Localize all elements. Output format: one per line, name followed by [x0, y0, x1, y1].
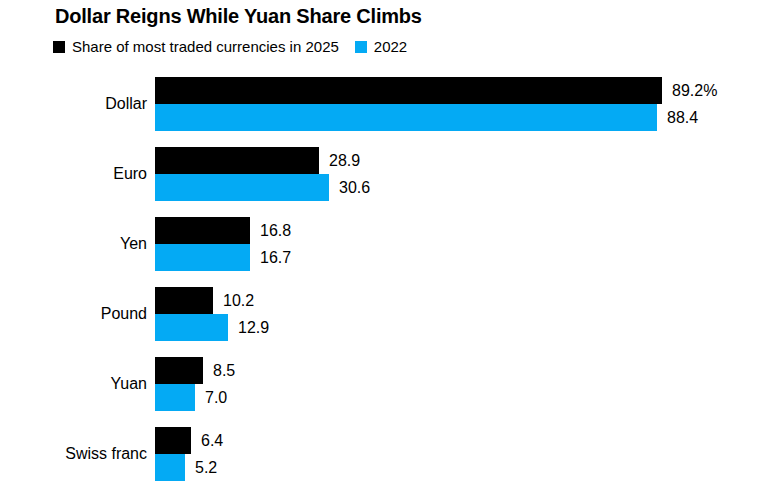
bar-pair: 89.2% 88.4 [155, 77, 773, 131]
bar-2022 [155, 174, 329, 201]
bar-group: Yen 16.8 16.7 [0, 217, 773, 271]
bar-pair: 16.8 16.7 [155, 217, 773, 271]
value-label: 89.2% [672, 82, 717, 100]
bar-2022 [155, 454, 185, 481]
category-label: Yen [0, 217, 147, 271]
bar-row: 28.9 [155, 147, 773, 174]
bar-chart: Dollar Reigns While Yuan Share Climbs Sh… [0, 0, 773, 496]
value-label: 12.9 [238, 319, 269, 337]
bar-row: 5.2 [155, 454, 773, 481]
value-label: 16.8 [260, 222, 291, 240]
legend: Share of most traded currencies in 2025 … [53, 38, 407, 55]
value-label: 16.7 [260, 249, 291, 267]
legend-label-2025: Share of most traded currencies in 2025 [72, 38, 339, 55]
category-label: Swiss franc [0, 427, 147, 481]
bar-pair: 6.4 5.2 [155, 427, 773, 481]
category-label: Yuan [0, 357, 147, 411]
bar-2025 [155, 147, 319, 174]
value-label: 10.2 [223, 292, 254, 310]
bar-2025 [155, 287, 213, 314]
value-label: 5.2 [195, 459, 217, 477]
chart-title: Dollar Reigns While Yuan Share Climbs [55, 5, 422, 28]
bar-2022 [155, 384, 195, 411]
value-label: 28.9 [329, 152, 360, 170]
bar-2022 [155, 244, 250, 271]
bar-row: 12.9 [155, 314, 773, 341]
bar-2022 [155, 314, 228, 341]
bar-row: 7.0 [155, 384, 773, 411]
bar-row: 30.6 [155, 174, 773, 201]
bar-row: 89.2% [155, 77, 773, 104]
legend-item-2022: 2022 [355, 38, 407, 55]
bar-pair: 28.9 30.6 [155, 147, 773, 201]
bar-group: Euro 28.9 30.6 [0, 147, 773, 201]
category-label: Pound [0, 287, 147, 341]
bar-2025 [155, 77, 662, 104]
bar-row: 88.4 [155, 104, 773, 131]
value-label: 88.4 [667, 109, 698, 127]
value-label: 8.5 [213, 362, 235, 380]
plot-area: Dollar 89.2% 88.4 Euro 28.9 30.6 Yen 16.8 16.7 Po… [0, 77, 773, 496]
bar-2025 [155, 427, 191, 454]
bar-2025 [155, 217, 250, 244]
bar-row: 16.8 [155, 217, 773, 244]
bar-group: Pound 10.2 12.9 [0, 287, 773, 341]
bar-group: Dollar 89.2% 88.4 [0, 77, 773, 131]
bar-group: Swiss franc 6.4 5.2 [0, 427, 773, 481]
legend-swatch-2025-icon [53, 41, 65, 53]
value-label: 6.4 [201, 432, 223, 450]
value-label: 7.0 [205, 389, 227, 407]
bar-row: 10.2 [155, 287, 773, 314]
bar-2025 [155, 357, 203, 384]
legend-swatch-2022-icon [355, 41, 367, 53]
bar-row: 16.7 [155, 244, 773, 271]
bar-pair: 10.2 12.9 [155, 287, 773, 341]
value-label: 30.6 [339, 179, 370, 197]
legend-label-2022: 2022 [374, 38, 407, 55]
bar-row: 6.4 [155, 427, 773, 454]
bar-2022 [155, 104, 657, 131]
category-label: Euro [0, 147, 147, 201]
category-label: Dollar [0, 77, 147, 131]
bar-group: Yuan 8.5 7.0 [0, 357, 773, 411]
legend-item-2025: Share of most traded currencies in 2025 [53, 38, 339, 55]
bar-pair: 8.5 7.0 [155, 357, 773, 411]
bar-row: 8.5 [155, 357, 773, 384]
